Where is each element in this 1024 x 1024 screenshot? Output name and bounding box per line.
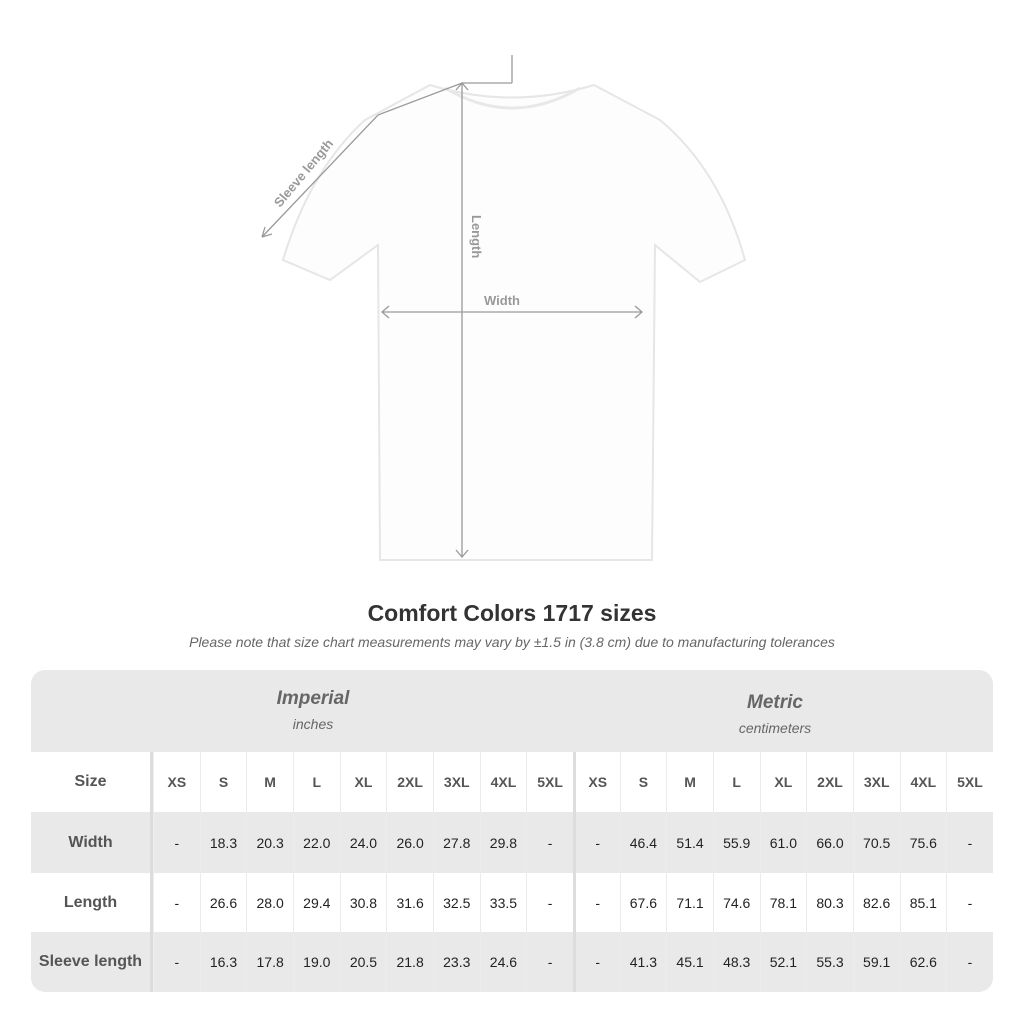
metric-header: Metric centimeters xyxy=(565,692,985,736)
imperial-value-cell: 20.3 xyxy=(246,812,293,873)
metric-size-header: 3XL xyxy=(852,752,900,812)
length-label: Length xyxy=(469,215,484,258)
imperial-value-cell: - xyxy=(526,932,573,992)
metric-value-cell: 59.1 xyxy=(852,932,900,992)
imperial-value-cell: 27.8 xyxy=(432,812,480,873)
tshirt-diagram: Sleeve length Length Width xyxy=(261,55,747,561)
imperial-size-header: L xyxy=(292,752,340,812)
imperial-value-cell: - xyxy=(153,932,200,992)
metric-value-cell: 45.1 xyxy=(666,932,713,992)
metric-value-cell: 66.0 xyxy=(806,812,853,873)
imperial-value-cell: 29.8 xyxy=(479,812,527,873)
imperial-size-header: XS xyxy=(153,752,200,812)
tshirt-image xyxy=(281,83,747,561)
metric-size-header: 4XL xyxy=(899,752,947,812)
size-table: Imperial inches Metric centimeters Size X… xyxy=(31,670,993,992)
imperial-header: Imperial inches xyxy=(103,688,523,732)
unit-header-band: Imperial inches Metric centimeters xyxy=(31,670,993,752)
imperial-value-cell: 32.5 xyxy=(432,873,480,932)
metric-value-cell: 48.3 xyxy=(712,932,760,992)
subtitle: Please note that size chart measurements… xyxy=(189,634,835,650)
imperial-value-cell: 18.3 xyxy=(199,812,247,873)
imperial-value-cell: 17.8 xyxy=(246,932,293,992)
metric-value-cell: 41.3 xyxy=(619,932,667,992)
metric-title: Metric xyxy=(747,692,803,713)
imperial-value-cell: - xyxy=(153,873,200,932)
sleeve-length-line xyxy=(261,82,512,238)
imperial-title: Imperial xyxy=(276,688,350,709)
page-title: Comfort Colors 1717 sizes xyxy=(367,600,657,626)
imperial-value-cell: 21.8 xyxy=(386,932,433,992)
imperial-unit: inches xyxy=(292,716,334,732)
imperial-size-header: S xyxy=(199,752,247,812)
metric-size-header: XS xyxy=(572,752,620,812)
metric-value-cell: 78.1 xyxy=(759,873,807,932)
metric-value-cell: 46.4 xyxy=(619,812,667,873)
metric-size-header: S xyxy=(619,752,667,812)
row-label: Width xyxy=(31,812,153,873)
metric-size-header: M xyxy=(666,752,713,812)
metric-value-cell: 71.1 xyxy=(666,873,713,932)
metric-value-cell: 55.3 xyxy=(806,932,853,992)
size-header-row: Size XS S M L XL 2XL 3XL 4XL 5XL XS S M L XL 2XL 3XL 4XL 5… xyxy=(31,752,993,812)
metric-value-cell: 51.4 xyxy=(666,812,713,873)
imperial-size-header: 3XL xyxy=(432,752,480,812)
imperial-value-cell: 33.5 xyxy=(479,873,527,932)
imperial-value-cell: 16.3 xyxy=(199,932,247,992)
metric-size-header: XL xyxy=(759,752,807,812)
width-label: Width xyxy=(484,293,520,308)
imperial-value-cell: 26.6 xyxy=(199,873,247,932)
metric-size-header: 5XL xyxy=(946,752,993,812)
imperial-value-cell: 26.0 xyxy=(386,812,433,873)
metric-value-cell: - xyxy=(946,812,993,873)
imperial-value-cell: - xyxy=(526,873,573,932)
imperial-size-header: 5XL xyxy=(526,752,573,812)
metric-value-cell: 80.3 xyxy=(806,873,853,932)
metric-size-header: 2XL xyxy=(806,752,853,812)
metric-value-cell: 52.1 xyxy=(759,932,807,992)
row-label: Length xyxy=(31,873,153,932)
imperial-value-cell: 29.4 xyxy=(292,873,340,932)
metric-value-cell: 55.9 xyxy=(712,812,760,873)
metric-value-cell: - xyxy=(572,873,620,932)
table-row: Width -18.3 20.3 22.0 24.0 26.0 27.8 29.8- -46.4… xyxy=(31,812,993,873)
imperial-value-cell: 23.3 xyxy=(432,932,480,992)
metric-value-cell: 82.6 xyxy=(852,873,900,932)
imperial-value-cell: 19.0 xyxy=(292,932,340,992)
metric-value-cell: - xyxy=(572,932,620,992)
imperial-value-cell: 22.0 xyxy=(292,812,340,873)
imperial-size-header: 2XL xyxy=(386,752,433,812)
metric-unit: centimeters xyxy=(738,720,812,736)
metric-value-cell: 67.6 xyxy=(619,873,667,932)
imperial-value-cell: - xyxy=(153,812,200,873)
imperial-size-header: 4XL xyxy=(479,752,527,812)
imperial-size-header: XL xyxy=(339,752,387,812)
metric-value-cell: 75.6 xyxy=(899,812,947,873)
imperial-value-cell: 20.5 xyxy=(339,932,387,992)
metric-value-cell: 62.6 xyxy=(899,932,947,992)
size-header-label: Size xyxy=(31,752,153,812)
table-row: Sleeve length -16.3 17.8 19.0 20.5 21.8 23.3 24… xyxy=(31,932,993,992)
imperial-value-cell: 24.0 xyxy=(339,812,387,873)
imperial-value-cell: 28.0 xyxy=(246,873,293,932)
imperial-value-cell: 31.6 xyxy=(386,873,433,932)
metric-value-cell: - xyxy=(946,873,993,932)
imperial-size-header: M xyxy=(246,752,293,812)
imperial-value-cell: 30.8 xyxy=(339,873,387,932)
imperial-value-cell: 24.6 xyxy=(479,932,527,992)
metric-value-cell: 70.5 xyxy=(852,812,900,873)
table-row: Length -26.6 28.0 29.4 30.8 31.6 32.5 33.5- -67.… xyxy=(31,873,993,932)
metric-value-cell: - xyxy=(946,932,993,992)
metric-value-cell: - xyxy=(572,812,620,873)
row-label: Sleeve length xyxy=(31,932,153,992)
metric-size-header: L xyxy=(712,752,760,812)
metric-value-cell: 74.6 xyxy=(712,873,760,932)
imperial-value-cell: - xyxy=(526,812,573,873)
metric-value-cell: 85.1 xyxy=(899,873,947,932)
metric-value-cell: 61.0 xyxy=(759,812,807,873)
